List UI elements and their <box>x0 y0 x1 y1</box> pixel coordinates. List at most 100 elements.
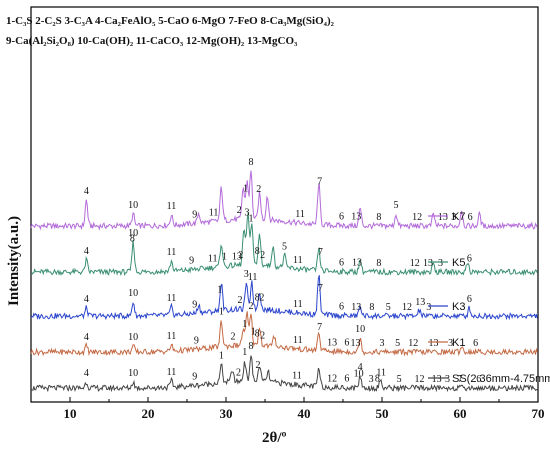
legend-label-k5: K5 <box>452 257 465 269</box>
peak-label: 1 <box>219 351 224 362</box>
peak-label: 8 <box>248 341 253 352</box>
peak-label: 4 <box>84 246 89 257</box>
peak-label: 13 <box>351 212 361 223</box>
peak-label: 9 <box>192 371 197 382</box>
legend-label-k3: K3 <box>452 301 465 313</box>
peak-label: 2 <box>259 293 264 304</box>
peak-label: 6 <box>473 338 478 349</box>
peak-label: 3 <box>245 207 250 218</box>
peak-label: 10 <box>128 368 138 379</box>
peak-label: 5 <box>394 200 399 211</box>
peak-label: 6 <box>344 374 349 385</box>
peak-label: 12 <box>408 338 418 349</box>
peak-label: 2 <box>256 184 261 195</box>
x-tick-label: 30 <box>220 406 233 421</box>
peak-label: 2 <box>260 250 265 261</box>
peak-label: 8 <box>130 234 135 245</box>
peak-label: 11 <box>248 272 258 283</box>
peak-label: 12 <box>414 374 424 385</box>
peak-label: 13 <box>423 258 433 269</box>
y-axis-title: Intensity(a.u.) <box>6 216 22 306</box>
peak-label: 10 <box>354 369 364 380</box>
legend-label-k1: K1 <box>452 337 465 349</box>
peak-label: 6 <box>339 302 344 313</box>
peak-label: 1 <box>248 213 253 224</box>
peak-label: 11 <box>295 209 305 220</box>
peak-label: 11 <box>293 255 303 266</box>
peak-label: 13 <box>327 337 337 348</box>
peak-label: 9 <box>192 299 197 310</box>
peak-label: 3 <box>244 269 249 280</box>
x-axis: 10 20 30 40 50 60 70 <box>30 397 545 421</box>
peak-label: 1 <box>219 307 224 318</box>
peak-label: 1 <box>251 326 256 337</box>
legend-label-ss: SS(2.36mm-4.75mm) <box>452 373 550 385</box>
peak-label: 2 <box>236 367 241 378</box>
series-line-k7 <box>30 170 538 231</box>
peak-label: 2 <box>237 205 242 216</box>
peak-label: 6 <box>344 338 349 349</box>
peak-label: 2 <box>238 295 243 306</box>
peak-label: 12 <box>410 258 420 269</box>
peak-label: 8 <box>255 328 260 339</box>
peak-label: 11 <box>376 368 386 379</box>
peak-label: 6 <box>339 212 344 223</box>
peak-label: 4 <box>84 186 89 197</box>
peak-label: 13 <box>351 302 361 313</box>
peak-label: 5 <box>282 241 287 252</box>
peak-label: 8 <box>248 157 253 168</box>
x-tick-label: 20 <box>142 406 155 421</box>
peak-label: 12 <box>402 302 412 313</box>
peak-label: 13 <box>350 338 360 349</box>
peak-label: 2 <box>238 250 243 261</box>
phase-key-line-1: 1-C₃S 2-C₂S 3-C₃A 4-Ca₂FeAlO₅ 5-CaO 6-Mg… <box>6 15 335 27</box>
peak-label: 13 <box>428 338 438 349</box>
peak-label: 6 <box>468 212 473 223</box>
x-tick-label: 10 <box>64 406 77 421</box>
peak-label: 6 <box>339 258 344 269</box>
peak-label: 13 <box>432 374 442 385</box>
legend-label-k7: K7 <box>452 211 465 223</box>
peak-label: 3 <box>369 374 374 385</box>
peak-label: 13 <box>415 297 425 308</box>
peak-label: 10 <box>355 324 365 335</box>
x-tick-label: 70 <box>532 406 545 421</box>
peak-label: 11 <box>293 335 303 346</box>
peak-label: 13 <box>438 212 448 223</box>
x-axis-title: 2θ/º <box>262 430 286 446</box>
peak-label: 4 <box>84 294 89 305</box>
peak-label: 7 <box>318 283 323 294</box>
peak-label: 10 <box>128 288 138 299</box>
peak-label: 2 <box>255 360 260 371</box>
peak-label: 8 <box>376 212 381 223</box>
peak-label: 8 <box>376 258 381 269</box>
peak-label: 3 <box>438 258 443 269</box>
peak-label: 3 <box>380 338 385 349</box>
x-tick-label: 50 <box>376 406 389 421</box>
peak-label: 11 <box>167 367 177 378</box>
peak-label: 1 <box>243 183 248 194</box>
peak-label: 2 <box>260 331 265 342</box>
peak-label: 11 <box>167 247 177 258</box>
peak-label: 7 <box>317 177 322 188</box>
peak-label: 7 <box>317 322 322 333</box>
series-line-k3 <box>30 275 538 321</box>
peak-label: 8 <box>375 374 380 385</box>
peak-label: 7 <box>318 247 323 258</box>
peak-label: 11 <box>167 331 177 342</box>
peak-label: 3 <box>451 212 456 223</box>
phase-key-line-2: 9-Ca(Al₂Si₂O₈) 10-Ca(OH)₂ 11-CaCO₃ 12-Mg… <box>6 35 298 47</box>
peak-label: 4 <box>358 362 363 373</box>
peak-label: 12 <box>327 373 337 384</box>
peak-label: 4 <box>84 332 89 343</box>
peak-label: 3 <box>448 338 453 349</box>
peak-label: 3 <box>445 374 450 385</box>
plot-frame <box>30 6 539 403</box>
peak-label: 11 <box>209 208 219 219</box>
peak-label: 6 <box>467 254 472 265</box>
peak-label: 5 <box>395 338 400 349</box>
peak-label: 13 <box>232 251 242 262</box>
peak-label: 4 <box>84 368 89 379</box>
